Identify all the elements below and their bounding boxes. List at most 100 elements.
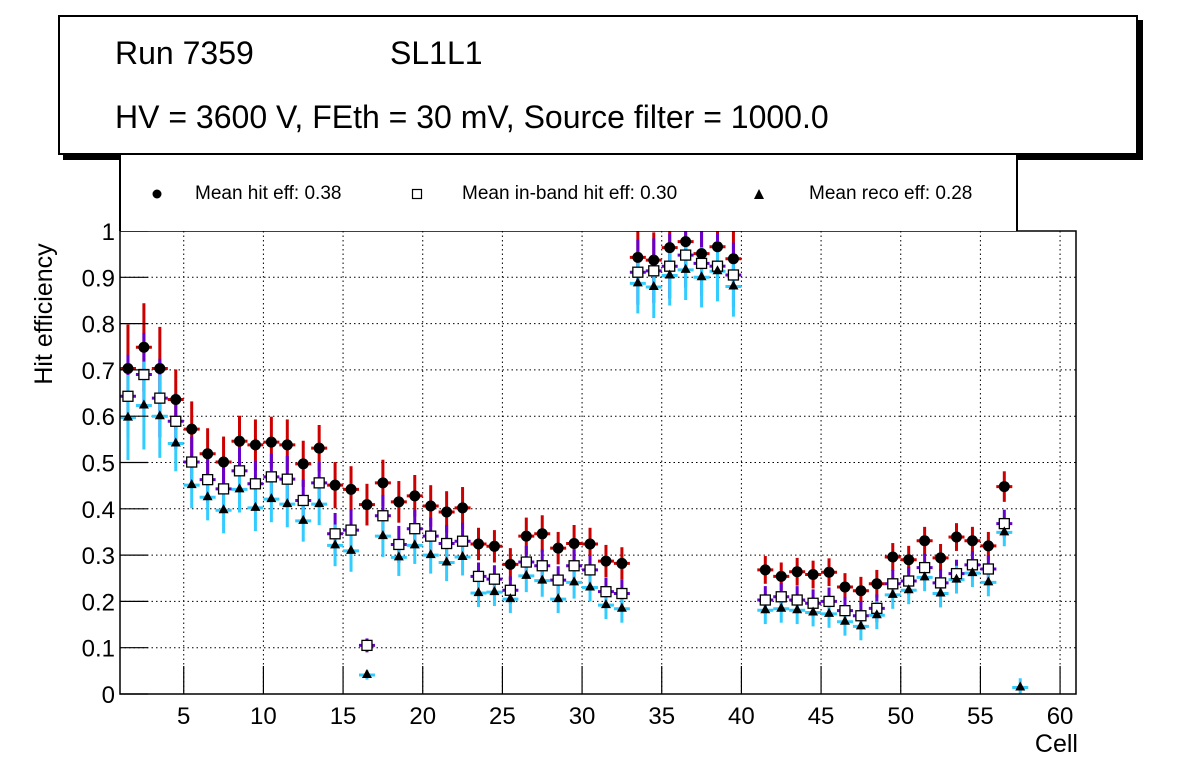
hit-eff-point <box>154 363 166 375</box>
inband-eff-point <box>297 494 309 507</box>
hit-eff-point <box>966 535 978 547</box>
hit-eff-point <box>249 439 261 451</box>
x-tick-label: 40 <box>728 703 755 730</box>
hit-eff-point <box>903 554 915 566</box>
x-tick-label: 25 <box>489 703 516 730</box>
hit-eff-point <box>409 490 421 502</box>
reco-eff-point <box>314 498 325 508</box>
reco-eff-point <box>1015 681 1026 691</box>
inband-eff-point <box>440 537 453 550</box>
hit-eff-point <box>680 236 692 248</box>
filled-triangle-icon <box>754 189 764 199</box>
reco-eff-point <box>648 281 659 291</box>
inband-eff-point <box>775 591 787 603</box>
reco-eff-point <box>951 573 962 583</box>
hit-eff-point <box>186 423 198 435</box>
reco-eff-point <box>839 615 850 625</box>
hit-eff-point <box>951 531 962 543</box>
hit-eff-point <box>727 253 739 265</box>
hit-eff-point <box>935 552 947 564</box>
hit-eff-point <box>297 458 309 470</box>
hit-eff-point <box>871 578 883 590</box>
hit-eff-point <box>202 448 214 460</box>
reco-eff-point <box>346 544 357 554</box>
inband-eff-point <box>679 249 692 261</box>
conditions-label: HV = 3600 V, FEth = 30 mV, Source filter… <box>115 99 829 135</box>
hit-eff-point <box>998 481 1010 493</box>
hit-eff-point <box>345 483 357 495</box>
hit-eff-point <box>552 542 564 554</box>
hit-eff-point <box>982 540 994 552</box>
reco-eff-point <box>600 599 611 609</box>
hit-eff-point <box>712 241 723 253</box>
inband-eff-point <box>695 257 708 270</box>
markers <box>122 236 1026 691</box>
reco-eff-point <box>728 280 739 290</box>
hit-eff-point <box>457 502 469 514</box>
inband-eff-point <box>791 594 803 606</box>
inband-eff-point <box>472 570 485 583</box>
title-box: Run 7359 SL1L1 HV = 3600 V, FEth = 30 mV… <box>58 15 1138 155</box>
reco-eff-point <box>983 576 994 586</box>
reco-eff-point <box>489 586 500 596</box>
inband-eff-point <box>201 473 214 486</box>
reco-eff-point <box>409 539 420 549</box>
inband-eff-point <box>648 265 660 277</box>
hit-eff-point <box>234 435 245 447</box>
reco-eff-point <box>664 269 675 279</box>
y-tick-label: 0.8 <box>82 312 115 339</box>
inband-eff-point <box>568 560 580 572</box>
reco-eff-point <box>505 593 516 603</box>
legend-item-inband: Mean in-band hit eff: 0.30 <box>462 183 678 204</box>
hit-eff-point <box>919 535 931 547</box>
hit-eff-point <box>281 439 293 451</box>
inband-eff-point <box>329 528 341 540</box>
inband-eff-point <box>186 456 198 468</box>
reco-eff-point <box>473 587 484 597</box>
reco-eff-point <box>377 530 388 540</box>
reco-eff-point <box>632 277 643 287</box>
inband-eff-point <box>154 392 166 404</box>
x-tick-label: 15 <box>330 703 357 730</box>
inband-eff-point <box>361 639 373 652</box>
hit-eff-point <box>759 564 771 576</box>
hit-eff-point <box>855 585 867 597</box>
inband-eff-point <box>600 586 612 598</box>
hit-eff-point <box>441 506 453 518</box>
inband-eff-point <box>823 595 835 608</box>
y-tick-label: 0.3 <box>82 543 115 570</box>
error-bars <box>119 231 1029 694</box>
reco-eff-point <box>808 606 819 616</box>
hit-eff-point <box>584 538 596 550</box>
y-tick-label: 0.7 <box>82 358 115 385</box>
reco-eff-point <box>393 551 404 561</box>
hit-eff-point <box>122 363 134 375</box>
y-tick-label: 1 <box>102 219 115 246</box>
hit-eff-point <box>361 499 373 511</box>
x-tick-label: 60 <box>1047 703 1074 730</box>
x-tick-label: 55 <box>967 703 994 730</box>
hit-eff-point <box>632 251 644 263</box>
run-label: Run 7359 <box>115 35 254 71</box>
reco-eff-point <box>616 602 627 612</box>
inband-eff-point <box>281 473 293 485</box>
reco-eff-point <box>855 620 866 630</box>
inband-eff-point <box>520 556 532 568</box>
inband-eff-point <box>217 483 230 495</box>
reco-eff-point <box>760 604 771 614</box>
x-tick-label: 50 <box>887 703 914 730</box>
hit-eff-point <box>393 496 405 508</box>
x-tick-label: 45 <box>808 703 835 730</box>
reco-eff-point <box>871 609 882 619</box>
filled-circle-icon <box>152 189 162 199</box>
y-tick-label: 0.1 <box>82 636 115 663</box>
hit-eff-point <box>536 528 548 540</box>
reco-eff-point <box>250 501 261 511</box>
y-tick-label: 0.6 <box>82 404 115 431</box>
hit-eff-point <box>377 477 389 489</box>
inband-eff-point <box>138 368 150 381</box>
inband-eff-point <box>887 578 899 590</box>
reco-eff-point <box>234 483 245 493</box>
reco-eff-point <box>569 576 580 586</box>
inband-eff-point <box>313 477 325 489</box>
